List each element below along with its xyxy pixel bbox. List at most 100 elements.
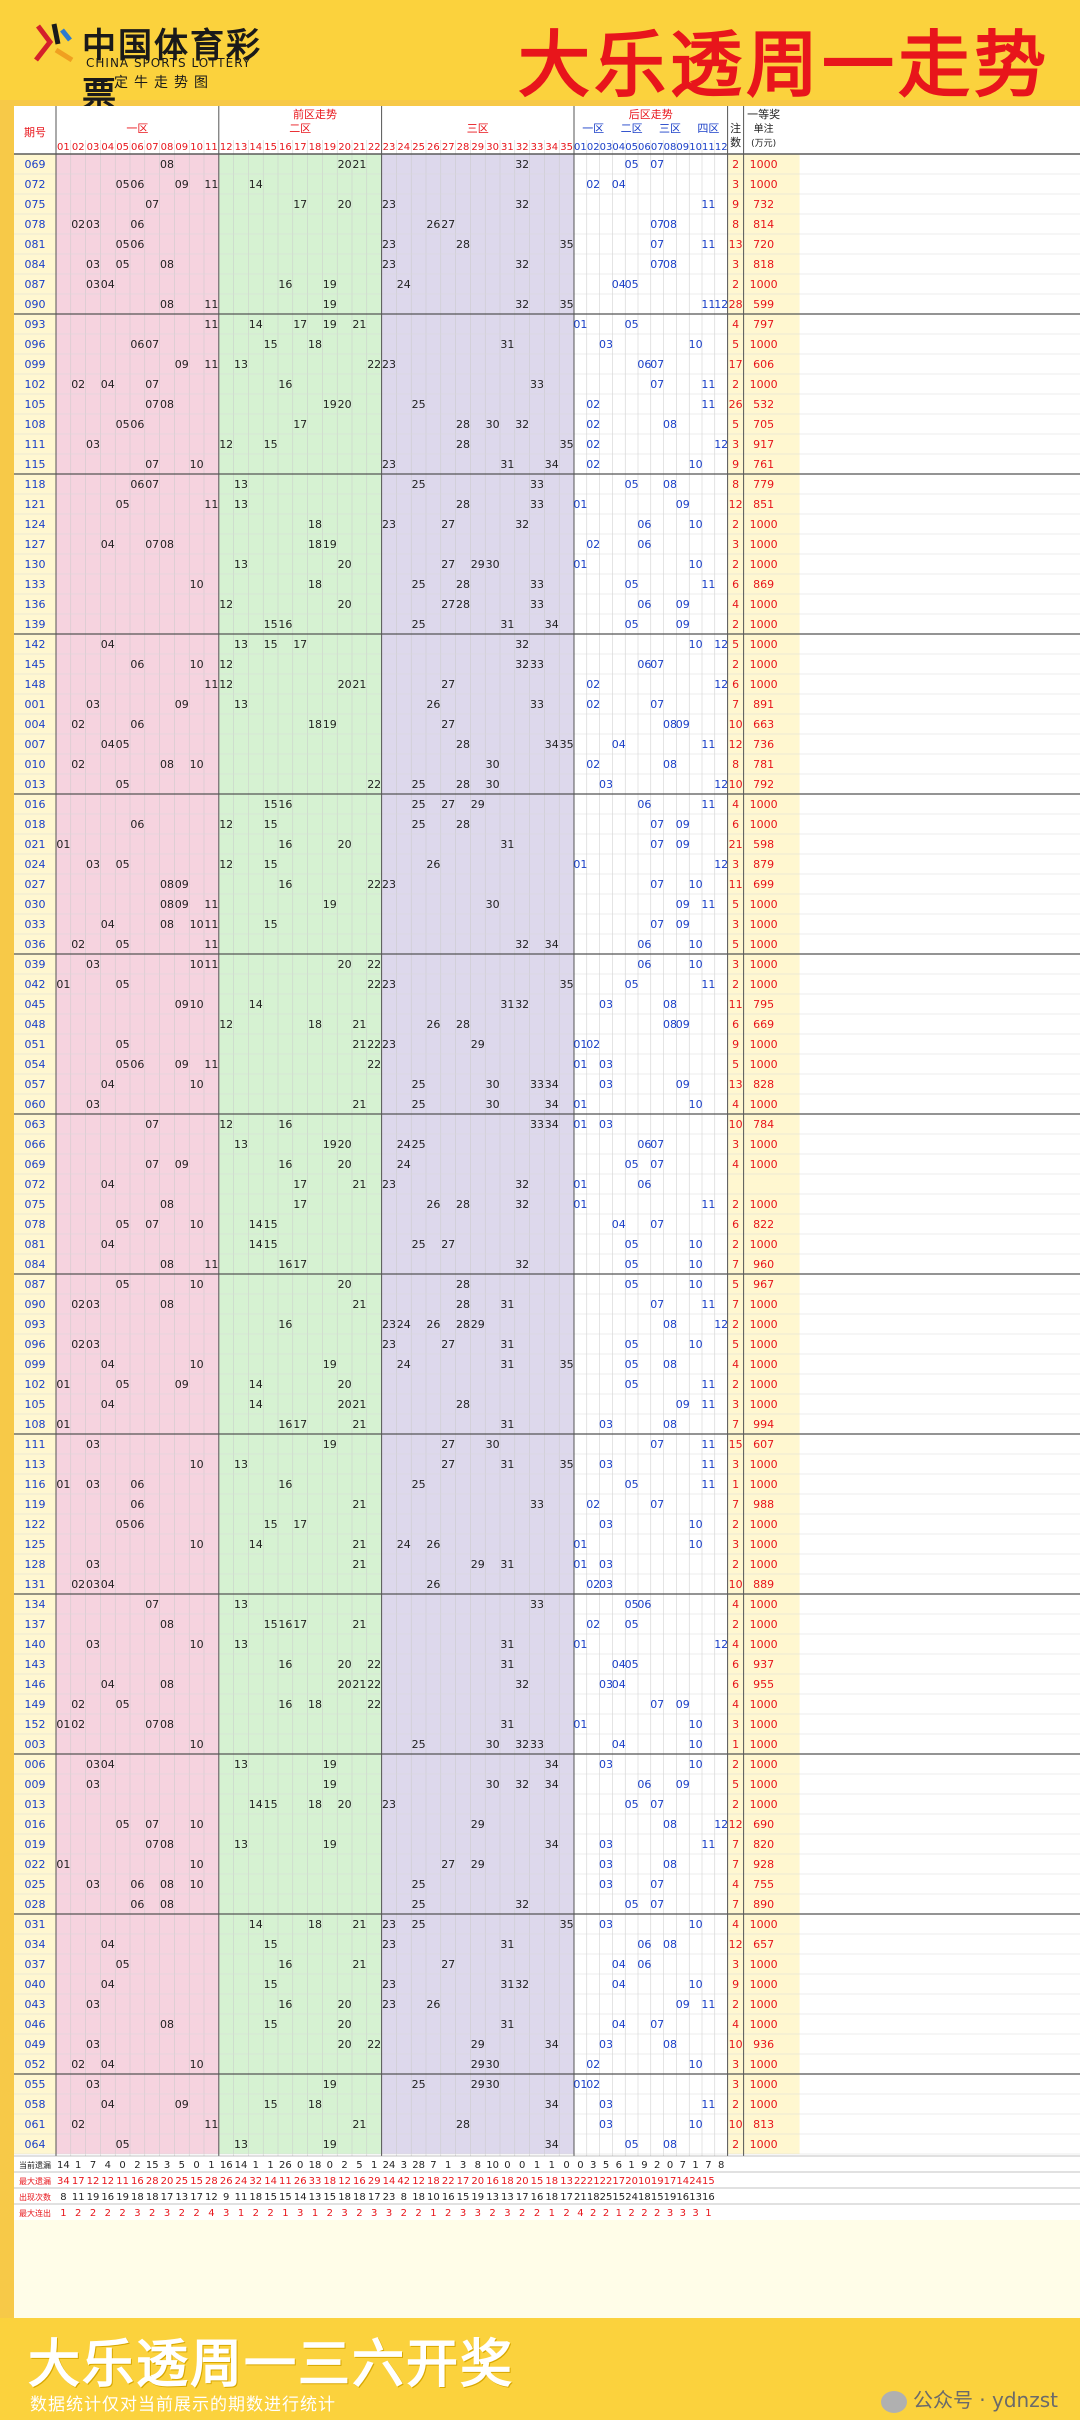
stats-value: 13 xyxy=(486,2192,499,2203)
front-ball: 23 xyxy=(382,1178,396,1191)
front-ball: 16 xyxy=(278,1478,292,1491)
back-ball: 10 xyxy=(689,1278,703,1291)
front-ball: 26 xyxy=(426,218,440,231)
issue-number: 069 xyxy=(25,1158,46,1171)
front-ball: 15 xyxy=(264,638,278,651)
back-ball: 09 xyxy=(676,1018,690,1031)
stats-value: 21 xyxy=(574,2192,587,2203)
prize-bets: 5 xyxy=(732,1338,739,1351)
back-ball: 11 xyxy=(701,1398,715,1411)
front-ball: 18 xyxy=(308,538,322,551)
back-ball: 06 xyxy=(637,958,651,971)
prize-bets: 5 xyxy=(732,418,739,431)
back-ball: 07 xyxy=(650,698,664,711)
front-ball: 13 xyxy=(234,1638,248,1651)
front-ball: 03 xyxy=(86,2038,100,2051)
issue-number: 004 xyxy=(25,718,46,731)
issue-number: 027 xyxy=(25,878,46,891)
front-ball: 30 xyxy=(486,778,500,791)
stats-value: 19 xyxy=(116,2192,129,2203)
back-ball: 06 xyxy=(637,798,651,811)
back-ball: 08 xyxy=(663,218,677,231)
front-ball: 04 xyxy=(101,1238,115,1251)
issue-number: 072 xyxy=(25,178,46,191)
stats-value: 1 xyxy=(238,2208,244,2219)
front-ball: 01 xyxy=(56,978,70,991)
stats-value: 2 xyxy=(641,2208,647,2219)
front-ball: 10 xyxy=(190,1078,204,1091)
front-ball: 32 xyxy=(515,1738,529,1751)
front-ball: 25 xyxy=(412,478,426,491)
back-ball: 09 xyxy=(676,1998,690,2011)
prize-bets: 2 xyxy=(732,558,739,571)
front-ball: 05 xyxy=(116,1378,130,1391)
front-ball: 21 xyxy=(352,1038,366,1051)
front-ball: 32 xyxy=(515,418,529,431)
stats-value: 1 xyxy=(549,2208,555,2219)
front-ball: 16 xyxy=(278,878,292,891)
prize-amount: 889 xyxy=(753,1578,774,1591)
front-ball: 12 xyxy=(219,858,233,871)
front-ball: 07 xyxy=(145,1158,159,1171)
prize-bets: 3 xyxy=(732,258,739,271)
back-ball: 02 xyxy=(586,538,600,551)
stats-value: 2 xyxy=(149,2208,155,2219)
prize-amount: 928 xyxy=(753,1858,774,1871)
front-ball: 03 xyxy=(86,1638,100,1651)
stats-value: 2 xyxy=(563,2208,569,2219)
issue-number: 055 xyxy=(25,2078,46,2091)
front-ball: 07 xyxy=(145,538,159,551)
front-ball: 18 xyxy=(308,1918,322,1931)
issue-number: 090 xyxy=(25,1298,46,1311)
front-ball: 17 xyxy=(293,1418,307,1431)
back-ball: 02 xyxy=(586,2058,600,2071)
front-ball: 04 xyxy=(101,1178,115,1191)
issue-number: 111 xyxy=(25,1438,46,1451)
front-ball: 12 xyxy=(219,658,233,671)
back-ball: 09 xyxy=(676,618,690,631)
front-ball: 29 xyxy=(471,2038,485,2051)
back-ball: 12 xyxy=(714,1638,728,1651)
issue-number: 148 xyxy=(25,678,46,691)
front-ball: 03 xyxy=(86,1298,100,1311)
front-ball: 07 xyxy=(145,338,159,351)
front-ball: 30 xyxy=(486,1438,500,1451)
prize-amount: 988 xyxy=(753,1498,774,1511)
stats-value: 14 xyxy=(264,2176,277,2187)
front-ball: 19 xyxy=(323,1758,337,1771)
front-ball: 04 xyxy=(101,378,115,391)
issue-number: 075 xyxy=(25,198,46,211)
issue-number: 121 xyxy=(25,498,46,511)
front-ball: 31 xyxy=(500,458,514,471)
issue-number: 037 xyxy=(25,1958,46,1971)
issue-number: 087 xyxy=(25,278,46,291)
issue-number: 122 xyxy=(25,1518,46,1531)
front-ball: 28 xyxy=(456,438,470,451)
prize-bets: 6 xyxy=(732,1658,739,1671)
issue-number: 149 xyxy=(25,1698,46,1711)
back-ball: 03 xyxy=(599,1518,613,1531)
prize-amount: 1000 xyxy=(750,1958,778,1971)
front-ball: 04 xyxy=(101,1398,115,1411)
stats-value: 17 xyxy=(72,2176,85,2187)
back-ball: 07 xyxy=(650,918,664,931)
stats-value: 17 xyxy=(560,2192,573,2203)
back-ball: 08 xyxy=(663,1818,677,1831)
front-ball: 33 xyxy=(530,598,544,611)
front-ball: 14 xyxy=(249,178,263,191)
front-ball: 29 xyxy=(471,798,485,811)
stats-value: 42 xyxy=(397,2176,410,2187)
front-number-header: 16 xyxy=(279,142,292,153)
front-ball: 06 xyxy=(130,418,144,431)
prize-bets: 2 xyxy=(732,278,739,291)
front-ball: 05 xyxy=(116,1818,130,1831)
front-ball: 02 xyxy=(71,758,85,771)
front-ball: 05 xyxy=(116,778,130,791)
stats-value: 11 xyxy=(235,2192,248,2203)
prize-amount: 1000 xyxy=(750,1338,778,1351)
front-ball: 03 xyxy=(86,698,100,711)
front-ball: 08 xyxy=(160,758,174,771)
back-ball: 09 xyxy=(676,598,690,611)
stats-value: 18 xyxy=(638,2192,651,2203)
back-ball: 05 xyxy=(625,1898,639,1911)
